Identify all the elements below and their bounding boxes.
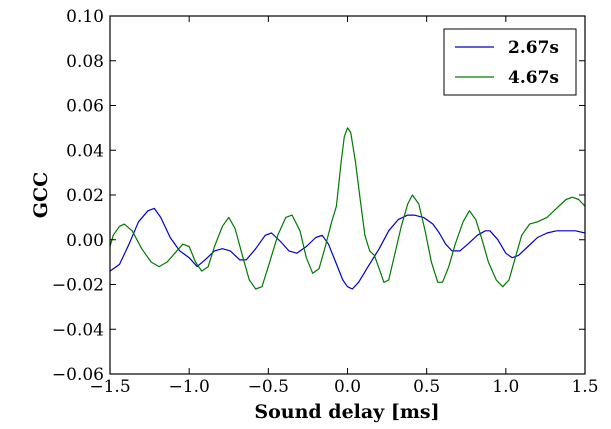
legend-label-4-67s: 4.67s bbox=[508, 68, 559, 88]
x-tick-label: 1.5 bbox=[571, 377, 598, 397]
y-axis-label: GCC bbox=[30, 172, 52, 218]
y-tick-label: 0.08 bbox=[66, 52, 104, 72]
y-tick-label: 0.00 bbox=[66, 231, 104, 251]
legend-label-2-67s: 2.67s bbox=[508, 38, 559, 58]
y-tick-label: 0.10 bbox=[66, 7, 104, 27]
series-line-2-67s bbox=[109, 207, 586, 290]
tick-layer: −1.5 −1.0 −0.5 0.0 0.5 1.0 1.5 −0.06 −0.04 −0.02 0… bbox=[52, 7, 599, 397]
y-tick-label: 0.02 bbox=[66, 186, 104, 206]
x-tick-label: −0.5 bbox=[248, 377, 289, 397]
series-line-4-67s bbox=[109, 127, 586, 290]
y-tick-label: 0.06 bbox=[66, 97, 104, 117]
series-layer bbox=[109, 127, 586, 290]
x-tick-label: 0.0 bbox=[334, 377, 361, 397]
y-tick-label: 0.04 bbox=[66, 141, 104, 161]
x-tick-label: 1.0 bbox=[492, 377, 519, 397]
y-tick-label: −0.06 bbox=[52, 365, 104, 385]
y-tick-label: −0.02 bbox=[52, 276, 104, 296]
x-tick-label: −1.0 bbox=[169, 377, 210, 397]
legend: 2.67s 4.67s bbox=[443, 28, 577, 96]
x-tick-label: −1.5 bbox=[89, 377, 130, 397]
y-tick-label: −0.04 bbox=[52, 320, 104, 340]
legend-box bbox=[443, 28, 577, 96]
x-axis-label: Sound delay [ms] bbox=[254, 401, 439, 423]
x-tick-label: 0.5 bbox=[413, 377, 440, 397]
